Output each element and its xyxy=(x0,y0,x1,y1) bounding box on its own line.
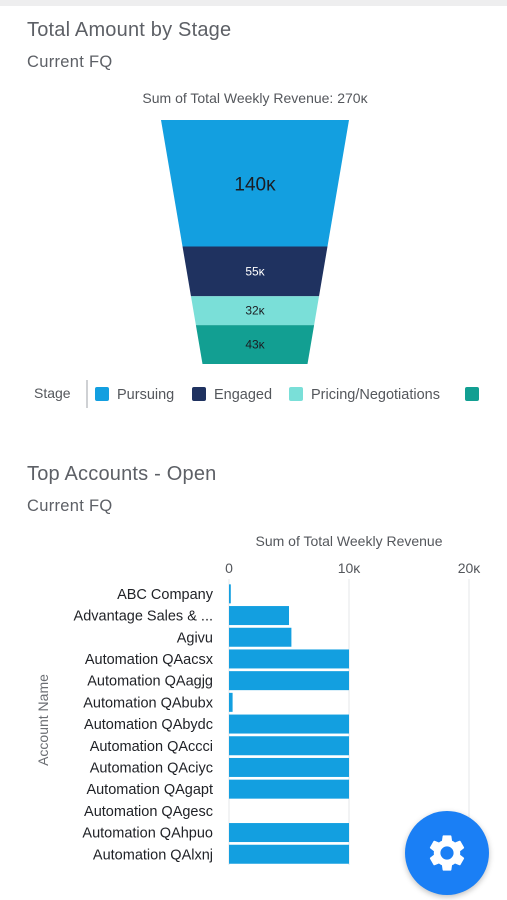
bar-8 xyxy=(229,757,349,777)
legend-swatch-0 xyxy=(95,387,109,401)
funnel-value-label-1: 55κ xyxy=(245,264,265,278)
category-label-3: Automation QAacsx xyxy=(85,652,214,668)
bar-4 xyxy=(229,671,349,691)
legend-label-1: Engaged xyxy=(214,387,272,403)
bar-12 xyxy=(229,844,349,864)
category-label-1: Advantage Sales & ... xyxy=(74,609,213,625)
bar-1 xyxy=(229,606,289,626)
category-label-5: Automation QAbubx xyxy=(83,695,214,711)
funnel-chart: Sum of Total Weekly Revenue: 270κ 140κ 55κ… xyxy=(34,90,479,408)
funnel-summary-label: Sum of Total Weekly Revenue: 270κ xyxy=(142,90,368,106)
x-tick-label-1: 10κ xyxy=(338,560,362,576)
bar-2 xyxy=(229,627,292,647)
x-tick-label-2: 20κ xyxy=(458,560,482,576)
bar-chart-title: Top Accounts - Open xyxy=(27,463,217,485)
category-label-8: Automation QAciyc xyxy=(90,760,213,776)
bar-5 xyxy=(229,692,233,712)
category-label-0: ABC Company xyxy=(117,587,214,603)
legend-title: Stage xyxy=(34,385,71,401)
funnel-chart-subtitle: Current FQ xyxy=(27,53,113,71)
category-label-10: Automation QAgesc xyxy=(84,804,213,820)
x-tick-label-0: 0 xyxy=(225,560,233,576)
y-axis-label: Account Name xyxy=(35,674,51,766)
funnel-value-label-0: 140κ xyxy=(234,174,276,195)
legend-label-2: Pricing/Negotiations xyxy=(311,387,440,403)
top-bar xyxy=(0,0,507,6)
category-label-11: Automation QAhpuo xyxy=(82,826,213,842)
category-label-2: Agivu xyxy=(177,630,213,646)
funnel-value-label-2: 32κ xyxy=(245,304,265,318)
funnel-segment-2 xyxy=(190,296,320,326)
category-label-6: Automation QAbydc xyxy=(84,717,213,733)
gear-icon xyxy=(429,835,465,871)
legend-swatch-2 xyxy=(289,387,303,401)
category-label-7: Automation QAccci xyxy=(90,739,213,755)
funnel-segment-3 xyxy=(195,325,315,364)
bar-9 xyxy=(229,779,349,799)
category-label-12: Automation QAlxnj xyxy=(93,847,213,863)
settings-button[interactable] xyxy=(405,811,489,895)
funnel-chart-title: Total Amount by Stage xyxy=(27,19,232,41)
bar-11 xyxy=(229,823,349,843)
x-axis-label: Sum of Total Weekly Revenue xyxy=(255,533,442,549)
bar-7 xyxy=(229,736,349,756)
bar-6 xyxy=(229,714,349,734)
funnel-value-label-3: 43κ xyxy=(245,338,265,352)
bar-3 xyxy=(229,649,349,669)
bar-chart-subtitle: Current FQ xyxy=(27,497,113,515)
category-label-9: Automation QAgapt xyxy=(86,782,213,798)
funnel-segment-1 xyxy=(182,246,328,297)
legend-divider xyxy=(86,380,88,408)
category-label-4: Automation QAagjg xyxy=(87,674,213,690)
legend-swatch-1 xyxy=(192,387,206,401)
bar-0 xyxy=(229,584,231,604)
legend-label-0: Pursuing xyxy=(117,387,174,403)
legend-swatch-3 xyxy=(465,387,479,401)
funnel-segment-0 xyxy=(161,120,349,247)
